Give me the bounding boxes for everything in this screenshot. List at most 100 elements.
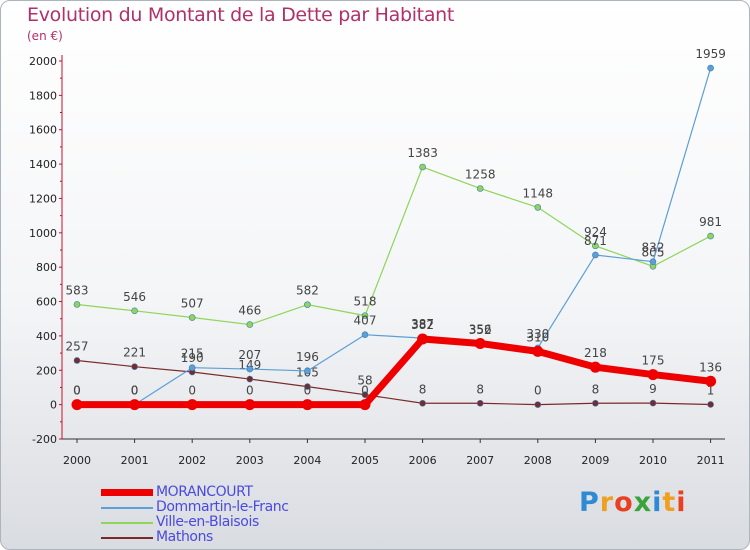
data-point — [359, 399, 371, 411]
chart-unit-label: (en €) — [27, 29, 63, 43]
data-label: 871 — [584, 234, 607, 248]
data-point — [419, 399, 426, 407]
data-point — [417, 333, 429, 345]
legend-label: Dommartin-le-Franc — [156, 499, 289, 515]
data-point — [589, 361, 601, 373]
x-tick-label: 2011 — [697, 454, 725, 467]
data-point — [361, 391, 369, 398]
data-label: 0 — [73, 384, 81, 398]
data-point — [304, 383, 311, 390]
data-point — [246, 365, 254, 373]
data-label: 310 — [526, 330, 549, 344]
logo-letter: r — [599, 487, 615, 518]
data-point — [476, 399, 484, 407]
data-label: 981 — [699, 215, 722, 229]
data-point — [131, 307, 138, 315]
data-label: 8 — [476, 382, 484, 396]
y-tick-label: 1200 — [29, 192, 57, 205]
data-label: 0 — [131, 384, 139, 398]
data-label: 175 — [642, 354, 665, 368]
y-tick-label: 1000 — [29, 227, 57, 240]
x-tick-label: 2002 — [178, 454, 206, 467]
data-label: 0 — [534, 384, 542, 398]
logo-letter: t — [662, 487, 677, 518]
data-label: 330 — [526, 327, 549, 341]
data-label: 518 — [354, 295, 377, 309]
data-point — [534, 401, 542, 408]
logo-letter: i — [652, 487, 663, 518]
series-line-mathons — [76, 359, 712, 406]
data-point — [647, 369, 659, 381]
data-label: 805 — [642, 245, 665, 259]
data-label: 190 — [181, 351, 204, 365]
y-tick-label: 200 — [36, 364, 57, 377]
data-label: 382 — [411, 318, 434, 332]
data-point — [301, 399, 313, 411]
legend-swatch — [101, 507, 153, 509]
data-label: 215 — [181, 347, 204, 361]
y-tick-label: 1400 — [29, 158, 57, 171]
chart-title: Evolution du Montant de la Dette par Hab… — [27, 4, 455, 26]
data-point — [649, 399, 657, 407]
y-tick-label: 1800 — [29, 89, 57, 102]
data-point — [129, 399, 141, 411]
proxiti-logo: Proxiti — [579, 487, 687, 518]
data-label: 546 — [123, 290, 146, 304]
data-label: 582 — [296, 284, 319, 298]
y-tick-label: 2000 — [29, 55, 57, 68]
data-label: 583 — [66, 283, 89, 297]
data-label: 0 — [131, 384, 139, 398]
y-tick-label: 0 — [50, 399, 57, 412]
x-tick-label: 2003 — [236, 454, 264, 467]
data-label: 1 — [707, 383, 715, 397]
data-point — [592, 242, 599, 250]
data-point — [534, 204, 542, 211]
data-point — [474, 337, 486, 349]
logo-letter: x — [633, 487, 653, 518]
data-point — [592, 399, 599, 407]
data-label: 407 — [354, 314, 377, 328]
y-tick-label: 800 — [36, 261, 57, 274]
data-point — [705, 375, 717, 387]
data-point — [246, 375, 254, 383]
data-label: 832 — [642, 241, 665, 255]
data-point — [592, 251, 599, 259]
data-label: 58 — [357, 374, 372, 388]
data-point — [532, 345, 544, 357]
logo-letter: i — [676, 487, 687, 518]
data-label: 352 — [469, 323, 492, 337]
legend-label: Ville-en-Blaisois — [156, 514, 259, 530]
data-point — [246, 321, 254, 328]
data-label: 196 — [296, 350, 319, 364]
x-tick-label: 2009 — [581, 454, 609, 467]
logo-letter: P — [579, 487, 600, 518]
data-label: 0 — [73, 384, 81, 398]
data-label: 8 — [592, 382, 600, 396]
x-tick-label: 2010 — [639, 454, 667, 467]
data-label: 8 — [419, 382, 427, 396]
series-line-ville-en-blaisois — [76, 166, 712, 326]
x-tick-label: 2004 — [293, 454, 321, 467]
data-label: 0 — [361, 384, 369, 398]
x-tick-label: 2006 — [409, 454, 437, 467]
data-label: 387 — [411, 317, 434, 331]
data-point — [304, 301, 311, 308]
data-label: 507 — [181, 297, 204, 311]
data-label: 1383 — [407, 146, 438, 160]
y-tick-label: 1600 — [29, 124, 57, 137]
data-label: 257 — [66, 339, 89, 353]
y-tick-label: -200 — [32, 433, 57, 446]
x-tick-label: 2008 — [524, 454, 552, 467]
legend-label: MORANCOURT — [156, 484, 253, 500]
data-label: 924 — [584, 225, 607, 239]
x-tick-label: 2000 — [63, 454, 91, 467]
data-point — [419, 163, 426, 171]
data-label: 0 — [188, 384, 196, 398]
data-point — [73, 301, 81, 308]
data-label: 9 — [649, 382, 657, 396]
data-point — [707, 64, 714, 72]
logo-letter: o — [614, 487, 634, 518]
data-label: 1959 — [695, 47, 726, 61]
data-point — [476, 185, 484, 192]
data-label: 356 — [469, 322, 492, 336]
